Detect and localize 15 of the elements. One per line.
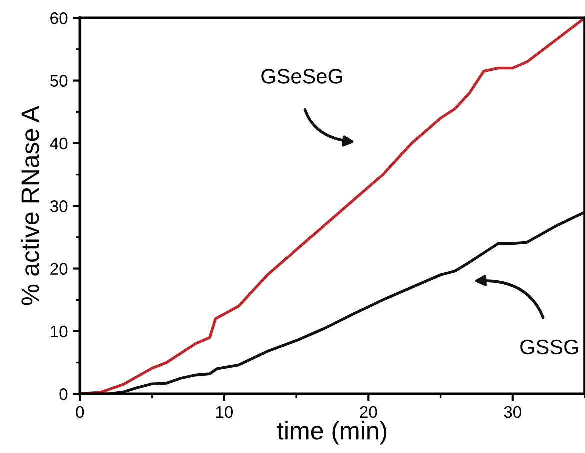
- y-axis-title: % active RNase A: [20, 106, 40, 306]
- annotation: GSeSeG: [262, 69, 342, 84]
- y-tick-label: 60: [50, 12, 68, 24]
- x-tick-label: 30: [504, 406, 522, 418]
- y-tick-label: 10: [51, 326, 68, 338]
- y-tick-label: 30: [50, 200, 68, 212]
- y-tick-label: 40: [50, 138, 68, 150]
- x-tick-label: 20: [360, 406, 378, 418]
- x-tick-label: 10: [216, 406, 234, 418]
- y-tick-label: 50: [50, 75, 68, 87]
- y-tick-label: 0: [60, 388, 68, 400]
- y-tick-label: 20: [50, 263, 68, 275]
- annotation: GSSG: [520, 340, 578, 355]
- x-tick-label: 0: [76, 406, 84, 418]
- x-axis-title: time (min): [277, 421, 387, 445]
